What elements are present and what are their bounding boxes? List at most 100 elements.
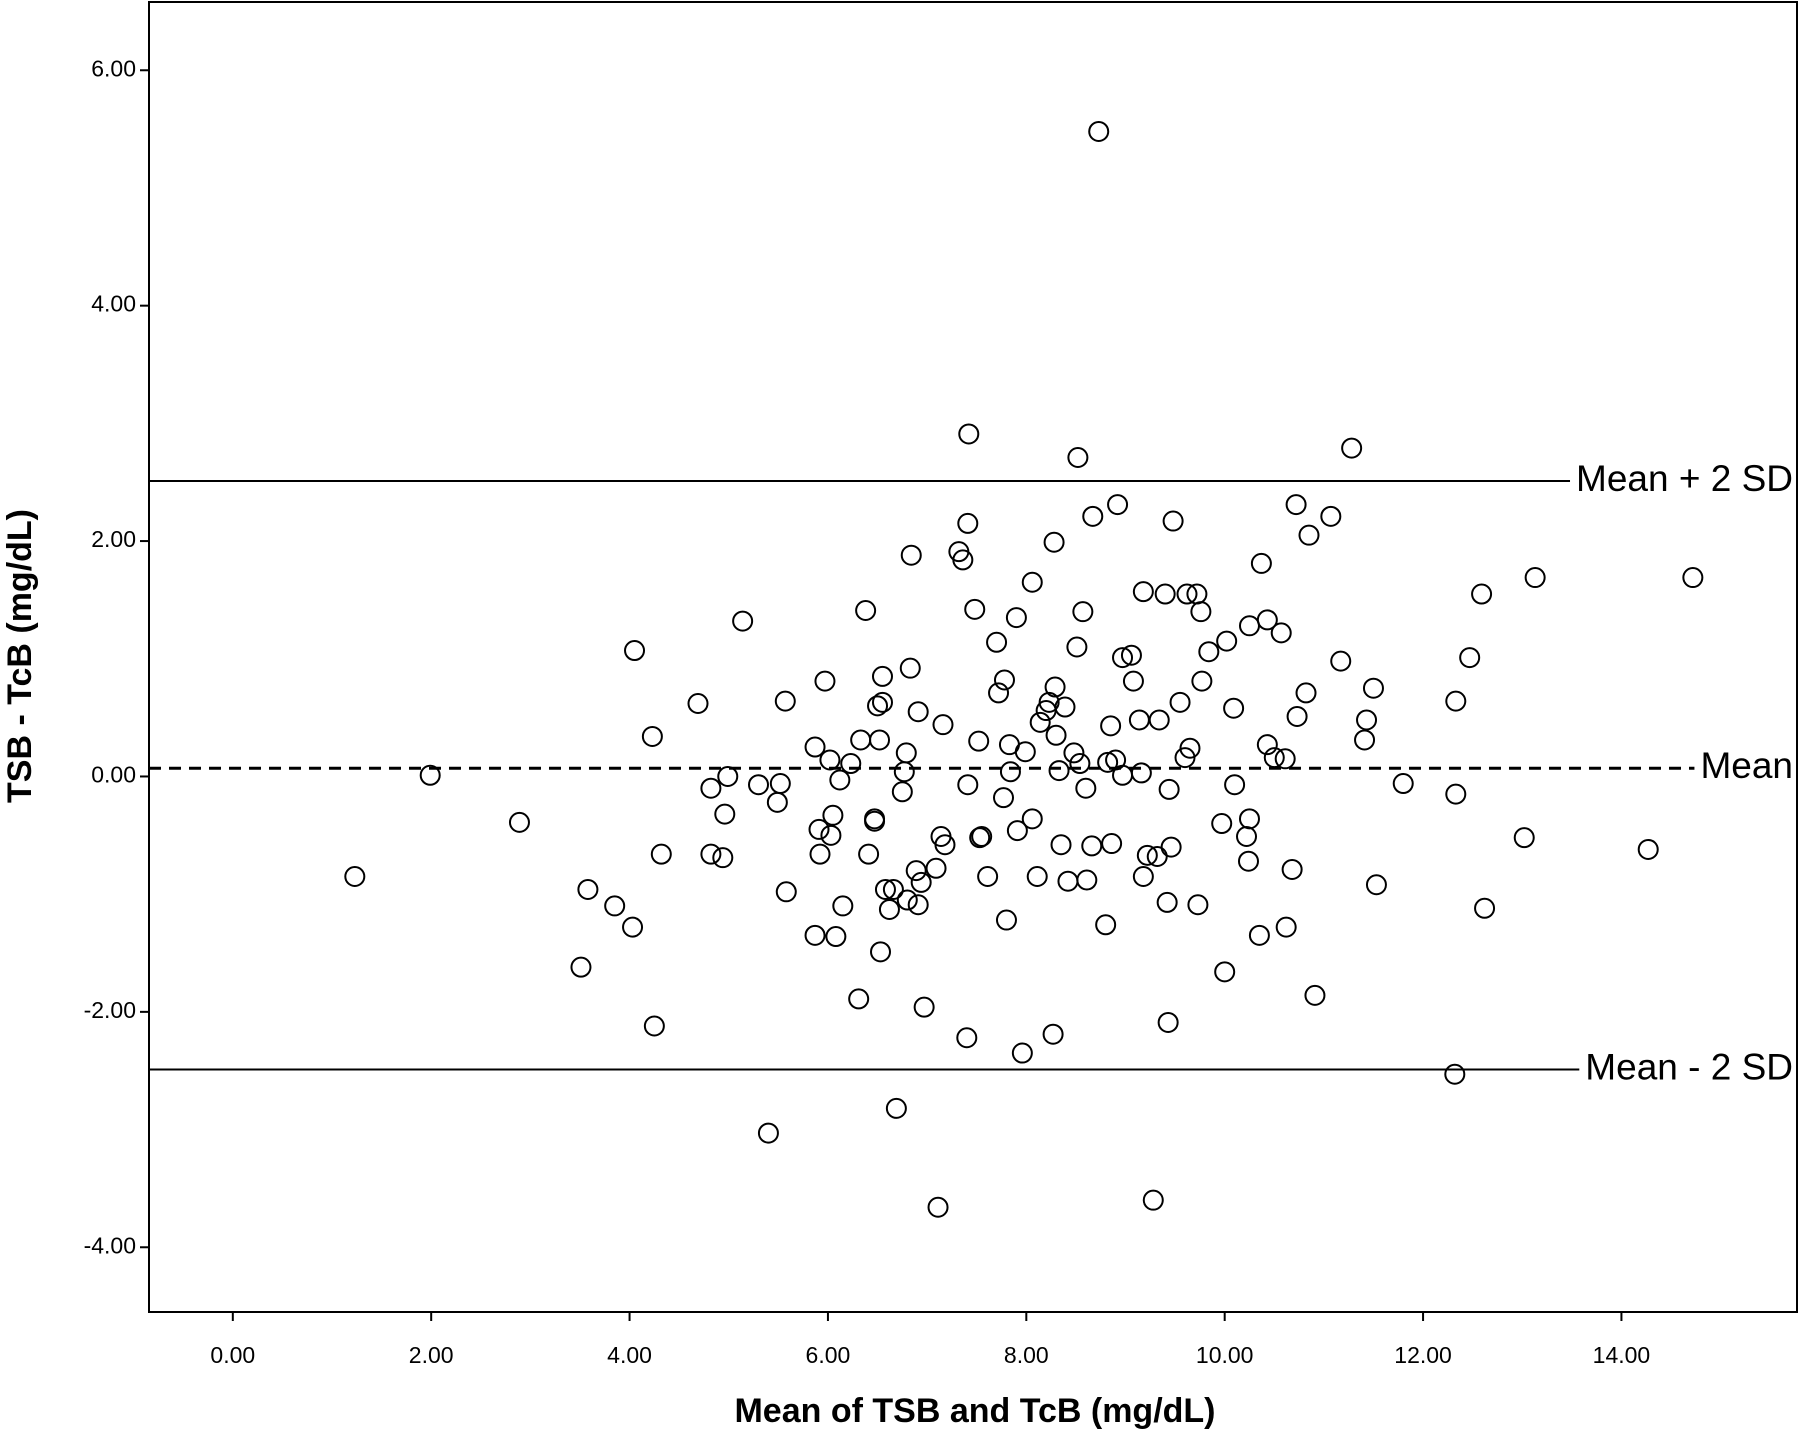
point [1250,552,1272,574]
point [419,764,441,786]
point [1211,813,1233,835]
point [1136,844,1158,866]
point [1169,691,1191,713]
point [1256,609,1278,631]
point [808,818,830,840]
y-axis-title: TSB - TcB (mg/dL) [1,509,39,803]
point [700,777,722,799]
point [927,1196,949,1218]
point [1320,505,1342,527]
point [577,878,599,900]
point [1637,838,1659,860]
point [1158,778,1180,800]
point [1365,874,1387,896]
point [956,1027,978,1049]
point [825,926,847,948]
point [622,916,644,938]
point [1081,835,1103,857]
point [1112,647,1134,669]
point [1122,670,1144,692]
point [1223,697,1245,719]
point [1179,737,1201,759]
x-tick-label: 8.00 [1004,1342,1049,1368]
point [819,749,841,771]
point [1214,961,1236,983]
point [1176,583,1198,605]
point [809,843,831,865]
point [1107,494,1129,516]
point [1224,774,1246,796]
point [1392,773,1414,795]
point [1238,808,1260,830]
point [905,860,927,882]
point [1095,914,1117,936]
point [891,781,913,803]
point [910,871,932,893]
point [1132,866,1154,888]
point [957,774,979,796]
point [1354,729,1376,751]
point [700,843,722,865]
point [1162,510,1184,532]
point [896,889,918,911]
point [1006,820,1028,842]
point [1038,691,1060,713]
point [1067,446,1089,468]
point [714,803,736,825]
point [624,640,646,662]
point [1100,715,1122,737]
point [1132,581,1154,603]
point [1444,1063,1466,1085]
point [1057,870,1079,892]
point [864,808,886,830]
point [885,1097,907,1119]
point [1154,583,1176,605]
point [986,631,1008,653]
x-tick-label: 0.00 [210,1342,255,1368]
point [1063,742,1085,764]
point [1263,747,1285,769]
x-axis-title: Mean of TSB and TcB (mg/dL) [734,1392,1215,1430]
point [1045,724,1067,746]
point [1066,636,1088,658]
point [964,598,986,620]
point [899,657,921,679]
point [907,701,929,723]
point [604,895,626,917]
point [1298,524,1320,546]
point [1274,748,1296,770]
point [1014,741,1036,763]
point [925,857,947,879]
x-tick-label: 12.00 [1394,1342,1452,1368]
point [1021,808,1043,830]
point [822,804,844,826]
point [1513,827,1535,849]
y-tick-label: 4.00 [91,291,136,317]
point [895,742,917,764]
y-tick-label: -2.00 [84,997,136,1023]
point [993,787,1015,809]
point [1130,762,1152,784]
plot-frame [148,1,1798,1313]
point [952,549,974,571]
point [712,847,734,869]
reference-label: Mean [1700,745,1793,786]
point [732,610,754,632]
point [1021,571,1043,593]
x-tick-label: 10.00 [1196,1342,1254,1368]
point [869,729,891,751]
point [1236,825,1258,847]
point [1072,601,1094,623]
point [1048,760,1070,782]
point [1128,709,1150,731]
point [993,669,1015,691]
point [900,544,922,566]
point [1237,850,1259,872]
point [971,825,993,847]
point [1459,647,1481,669]
point [804,924,826,946]
point [1101,833,1123,855]
point [1341,437,1363,459]
point [874,878,896,900]
